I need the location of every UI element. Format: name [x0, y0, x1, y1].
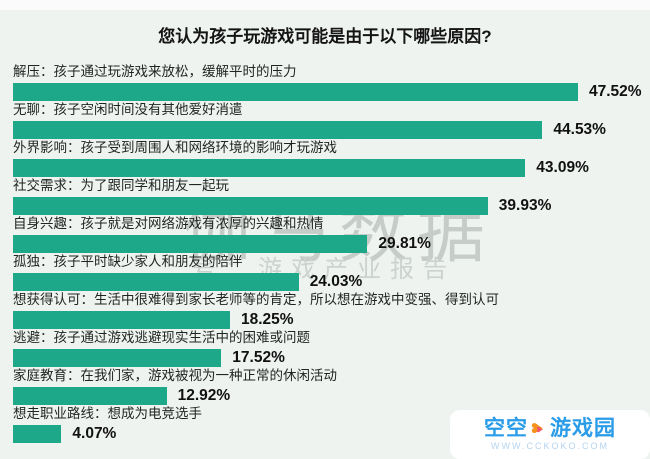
bar-line: 43.09% [13, 159, 650, 177]
logo-url: WWW.CCKOKO.COM [491, 441, 609, 451]
bar-category-label: 孤独：孩子平时缺少家人和朋友的陪伴 [13, 254, 243, 269]
chart-row: 逃避：孩子通过游戏逃避现实生活中的困难或问题 17.52% [13, 329, 650, 367]
bar-value-label: 12.92% [177, 387, 231, 404]
chart-row: 外界影响：孩子受到周围人和网络环境的影响才玩游戏 43.09% [13, 139, 650, 177]
bar-line: 29.81% [13, 235, 650, 253]
chart-row: 想获得认可：生活中很难得到家长老师等的肯定，所以想在游戏中变强、得到认可 18.2… [13, 291, 650, 329]
bar [13, 273, 299, 291]
bar-value-label: 18.25% [241, 311, 294, 328]
bar-chart: 解压：孩子通过玩游戏来放松，缓解平时的压力 47.52% 无聊：孩子空闲时间没有其他… [13, 63, 650, 443]
top-strip [0, 0, 650, 10]
bar-category-label: 家庭教育：在我们家，游戏被视为一种正常的休闲活动 [13, 368, 337, 383]
bar-category-label: 想获得认可：生活中很难得到家长老师等的肯定，所以想在游戏中变强、得到认可 [13, 292, 499, 307]
chart-row: 家庭教育：在我们家，游戏被视为一种正常的休闲活动 12.92% [13, 367, 650, 405]
bar-value-label: 4.07% [72, 425, 117, 442]
bar-value-label: 17.52% [232, 349, 285, 366]
bar [13, 159, 526, 177]
bar [13, 197, 488, 215]
bar-category-label: 外界影响：孩子受到周围人和网络环境的影响才玩游戏 [13, 140, 337, 155]
bar-category-label: 逃避：孩子通过游戏逃避现实生活中的困难或问题 [13, 330, 310, 345]
bar [13, 349, 222, 367]
bar-value-label: 24.03% [309, 273, 363, 290]
chart-row: 孤独：孩子平时缺少家人和朋友的陪伴 24.03% [13, 253, 650, 291]
bar-line: 47.52% [13, 83, 650, 101]
bar [13, 83, 578, 101]
bar-value-label: 39.93% [498, 197, 552, 214]
heart-icon: ♥ ♥ [525, 422, 548, 434]
bar-line: 4.07% [13, 425, 650, 443]
bar [13, 387, 167, 405]
bar-category-label: 自身兴趣：孩子就是对网络游戏有浓厚的兴趣和热情 [13, 216, 324, 231]
bar-category-label: 解压：孩子通过玩游戏来放松，缓解平时的压力 [13, 64, 297, 79]
chart-row: 自身兴趣：孩子就是对网络游戏有浓厚的兴趣和热情 29.81% [13, 215, 650, 253]
bar [13, 425, 62, 443]
bar-line: 24.03% [13, 273, 650, 291]
bar [13, 121, 543, 139]
bar-category-label: 想走职业路线：想成为电竞选手 [13, 406, 202, 421]
chart-row: 解压：孩子通过玩游戏来放松，缓解平时的压力 47.52% [13, 63, 650, 101]
bar [13, 311, 230, 329]
bar-value-label: 43.09% [536, 159, 589, 176]
bar-line: 39.93% [13, 197, 650, 215]
bar-value-label: 44.53% [553, 121, 606, 138]
bar-line: 18.25% [13, 311, 650, 329]
bar-category-label: 社交需求：为了跟同学和朋友一起玩 [13, 178, 229, 193]
site-logo: 空空 ♥ ♥ 游戏园 [484, 418, 616, 440]
site-logo-card: 空空 ♥ ♥ 游戏园 WWW.CCKOKO.COM [450, 410, 650, 459]
chart-title: 您认为孩子玩游戏可能是由于以下哪些原因? [158, 27, 492, 46]
bar-value-label: 47.52% [589, 83, 642, 100]
bar-value-label: 29.81% [378, 235, 431, 252]
bar-line: 17.52% [13, 349, 650, 367]
bar-category-label: 无聊：孩子空闲时间没有其他爱好消遣 [13, 102, 243, 117]
logo-text-left: 空空 [484, 417, 528, 440]
logo-text-right: 游戏园 [550, 417, 616, 440]
chart-row: 社交需求：为了跟同学和朋友一起玩 39.93% [13, 177, 650, 215]
chart-row: 无聊：孩子空闲时间没有其他爱好消遣 44.53% [13, 101, 650, 139]
bar-line: 12.92% [13, 387, 650, 405]
bar [13, 235, 368, 253]
bar-line: 44.53% [13, 121, 650, 139]
chart-row: 想走职业路线：想成为电竞选手 4.07% [13, 405, 650, 443]
